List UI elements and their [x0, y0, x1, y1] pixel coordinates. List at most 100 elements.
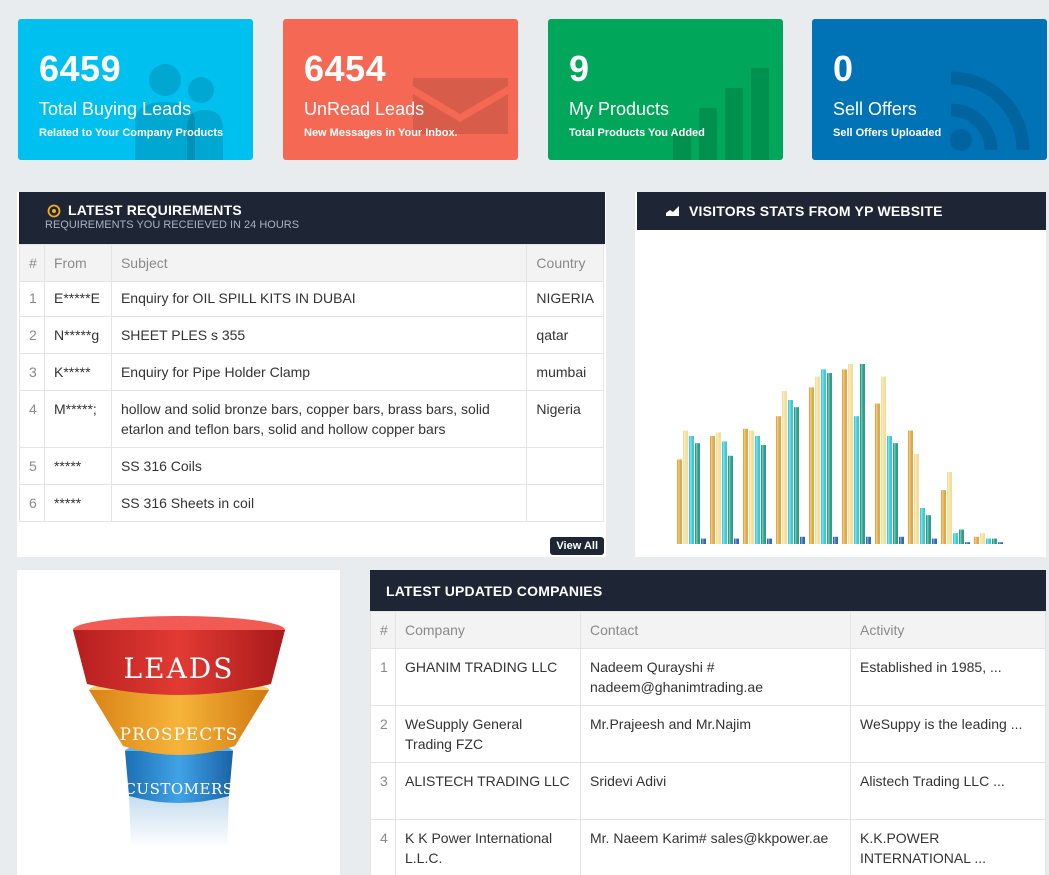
row-contact: Nadeem Qurayshi # nadeem@ghanimtrading.a…	[580, 648, 851, 706]
row-company[interactable]: ALISTECH TRADING LLC	[395, 762, 581, 820]
view-all-button[interactable]: View All	[550, 537, 604, 555]
chart-bar-highlight	[987, 538, 989, 544]
chart-bar-highlight	[696, 443, 698, 544]
panel-subtitle: REQUIREMENTS YOU RECEIEVED IN 24 HOURS	[45, 219, 300, 231]
row-subject[interactable]: SHEET PLES s 355	[110, 316, 528, 354]
chart-bar-highlight	[768, 538, 770, 544]
row-number: 1	[19, 281, 45, 317]
chart-bar-highlight	[777, 416, 779, 544]
chart-bar-highlight	[834, 536, 836, 544]
chart-bar	[701, 538, 706, 544]
chart-bar	[761, 445, 766, 544]
row-contact: Mr.Prajeesh and Mr.Najim	[580, 705, 851, 763]
row-number: 1	[370, 648, 396, 706]
row-subject[interactable]: hollow and solid bronze bars, copper bar…	[110, 390, 528, 448]
table-row[interactable]: 2 N*****g SHEET PLES s 355 qatar	[19, 316, 604, 354]
table-row[interactable]: 1 E*****E Enquiry for OIL SPILL KITS IN …	[19, 281, 604, 317]
row-subject[interactable]: Enquiry for Pipe Holder Clamp	[110, 353, 528, 391]
row-number: 4	[19, 390, 45, 448]
chart-bar	[815, 376, 820, 544]
row-country: NIGERIA	[526, 281, 604, 317]
chart-bar-highlight	[822, 369, 824, 544]
users-icon	[135, 64, 223, 160]
chart-bar	[776, 416, 781, 544]
chart-bar-highlight	[909, 430, 911, 544]
chart-bar-highlight	[789, 400, 791, 544]
chart-bar	[710, 436, 715, 544]
chart-bar	[908, 430, 913, 544]
row-company[interactable]: K K Power International L.L.C.	[395, 819, 581, 875]
chart-bar	[887, 436, 892, 544]
chart-bar-highlight	[783, 391, 785, 544]
chart-bar	[860, 364, 865, 544]
envelope-icon	[413, 78, 508, 134]
chart-bar	[947, 472, 952, 544]
panel-title: LATEST UPDATED COMPANIES	[386, 583, 603, 599]
row-from: N*****g	[43, 316, 112, 354]
chart-bar	[809, 387, 814, 544]
column-header: From	[43, 244, 112, 282]
chart-bar	[695, 443, 700, 544]
row-subject[interactable]: SS 316 Sheets in coil	[110, 484, 528, 522]
chart-bar	[794, 407, 799, 544]
chart-bar-highlight	[756, 436, 758, 544]
chart-bar-highlight	[948, 472, 950, 544]
table-row[interactable]: 3 ALISTECH TRADING LLC Sridevi Adivi Ali…	[370, 762, 1046, 820]
chart-bar	[782, 391, 787, 544]
tile-title: UnRead Leads	[304, 99, 425, 119]
row-from: *****	[43, 447, 112, 485]
row-number: 2	[370, 705, 396, 763]
chart-bar	[749, 430, 754, 544]
table-row[interactable]: 3 K***** Enquiry for Pipe Holder Clamp m…	[19, 353, 604, 391]
chart-bar-highlight	[690, 436, 692, 544]
tile-title: Total Buying Leads	[39, 99, 192, 119]
row-from: M*****;	[43, 390, 112, 448]
chart-bar	[866, 536, 871, 544]
chart-bar	[743, 428, 748, 544]
row-company[interactable]: GHANIM TRADING LLC	[395, 648, 581, 706]
chart-bar	[959, 529, 964, 544]
panel-header: LATEST REQUIREMENTS REQUIREMENTS YOU REC…	[19, 192, 605, 244]
chart-bar	[827, 373, 832, 544]
tile-unread-leads[interactable]: 6454 UnRead Leads New Messages in Your I…	[283, 19, 518, 160]
row-activity: K.K.POWER INTERNATIONAL ...	[850, 819, 1046, 875]
table-row[interactable]: 4 K K Power International L.L.C. Mr. Nae…	[370, 819, 1046, 875]
chart-bar-highlight	[801, 536, 803, 544]
chart-bar-highlight	[975, 536, 977, 544]
chart-bar	[755, 436, 760, 544]
table-row[interactable]: 5 ***** SS 316 Coils	[19, 447, 604, 485]
column-header: #	[19, 244, 45, 282]
chart-bar-highlight	[888, 436, 890, 544]
chart-bar	[893, 443, 898, 544]
tile-my-products[interactable]: 9 My Products Total Products You Added	[548, 19, 783, 160]
tile-subtitle: Sell Offers Uploaded	[833, 127, 942, 139]
chart-bar-highlight	[702, 538, 704, 544]
chart-bar-highlight	[954, 533, 956, 544]
panel-header: VISITORS STATS FROM YP WEBSITE	[637, 192, 1046, 230]
chart-bar	[728, 455, 733, 544]
row-from: E*****E	[43, 281, 112, 317]
row-subject[interactable]: SS 316 Coils	[110, 447, 528, 485]
chart-bar-highlight	[729, 455, 731, 544]
chart-bar-highlight	[849, 364, 851, 544]
chart-bar	[914, 454, 919, 544]
table-row[interactable]: 2 WeSupply General Trading FZC Mr.Prajee…	[370, 705, 1046, 763]
tile-sell-offers[interactable]: 0 Sell Offers Sell Offers Uploaded	[812, 19, 1047, 160]
chart-bar	[842, 369, 847, 544]
chart-bar-highlight	[795, 407, 797, 544]
row-activity: WeSuppy is the leading ...	[850, 705, 1046, 763]
table-row[interactable]: 1 GHANIM TRADING LLC Nadeem Qurayshi # n…	[370, 648, 1046, 706]
chart-bar-highlight	[684, 430, 686, 544]
table-row[interactable]: 6 ***** SS 316 Sheets in coil	[19, 484, 604, 522]
chart-bar-highlight	[933, 538, 935, 544]
table-row[interactable]: 4 M*****; hollow and solid bronze bars, …	[19, 390, 604, 448]
row-number: 2	[19, 316, 45, 354]
row-company[interactable]: WeSupply General Trading FZC	[395, 705, 581, 763]
tile-subtitle: Related to Your Company Products	[39, 127, 224, 139]
chart-bar	[881, 376, 886, 544]
tile-total-buying-leads[interactable]: 6459 Total Buying Leads Related to Your …	[18, 19, 253, 160]
row-subject[interactable]: Enquiry for OIL SPILL KITS IN DUBAI	[110, 281, 528, 317]
panel-header: LATEST UPDATED COMPANIES	[370, 570, 1046, 611]
chart-bar-highlight	[882, 376, 884, 544]
chart-bar	[716, 432, 721, 544]
